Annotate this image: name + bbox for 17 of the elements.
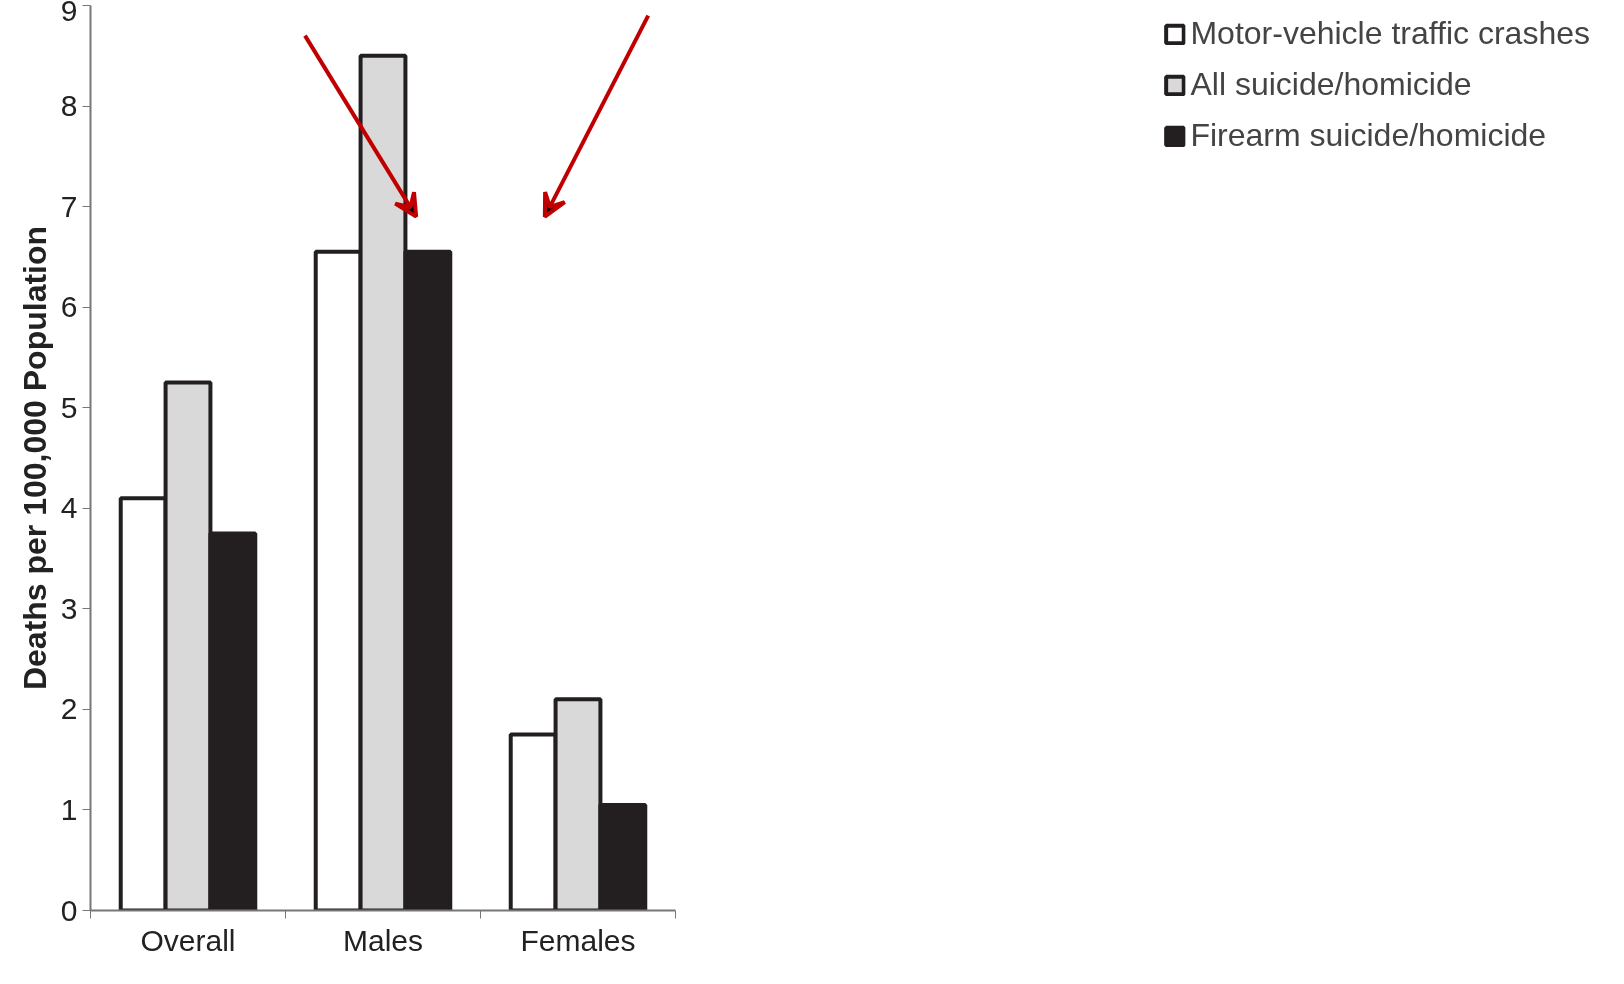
y-axis-title: Deaths per 100,000 Population [16,225,53,691]
legend-label: Firearm suicide/homicide [1190,117,1547,154]
legend-label: Motor-vehicle traffic crashes [1190,15,1590,52]
x-tick-label: Females [520,923,636,957]
y-tick-label: 3 [60,591,78,625]
y-tick-label: 5 [60,390,78,424]
y-tick-label: 6 [60,290,78,324]
y-tick-label: 1 [60,792,78,826]
x-tick-label: Overall [140,923,236,957]
y-tick-label: 0 [60,893,78,927]
y-tick-label: 2 [60,692,78,726]
y-tick-label: 4 [60,491,78,525]
y-tick-label: 9 [60,0,78,27]
x-tick-label: Males [342,923,424,957]
y-tick-label: 7 [60,189,78,223]
legend-label: All suicide/homicide [1190,66,1472,103]
y-tick-label: 8 [60,89,78,123]
